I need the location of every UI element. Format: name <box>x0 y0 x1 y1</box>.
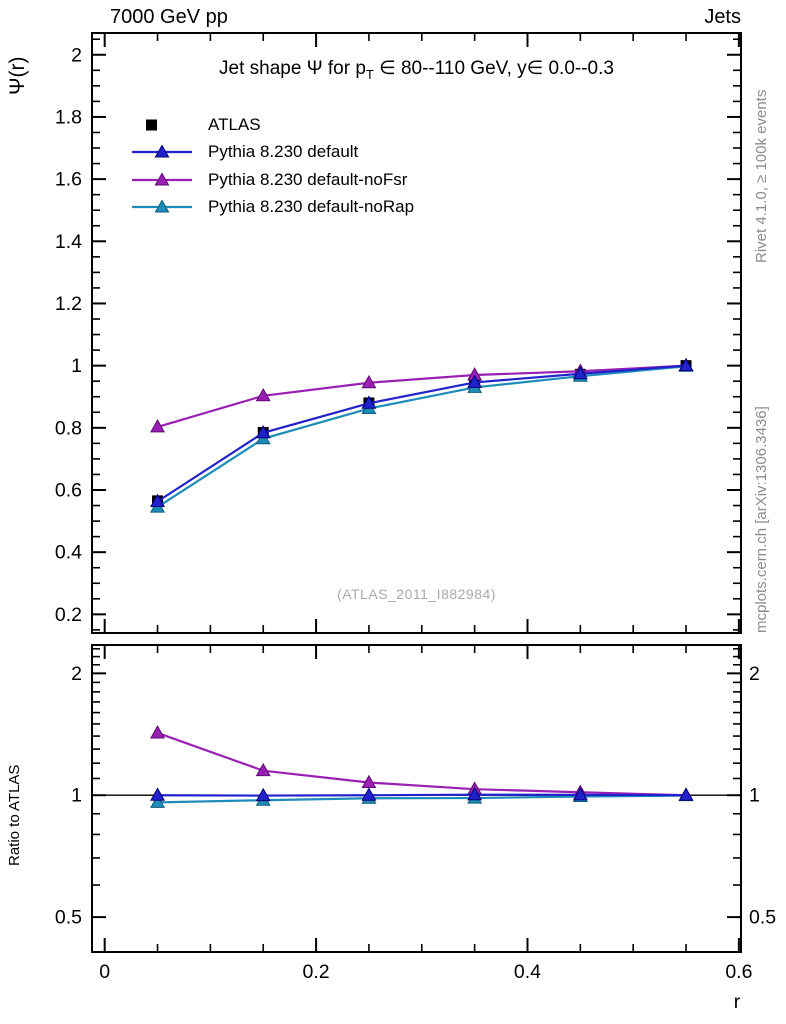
series-1-top-marker <box>467 374 483 388</box>
y-tick-label: 1.4 <box>55 231 82 253</box>
x-tick-label: 0.2 <box>303 961 330 983</box>
series-1-top-line <box>156 364 687 503</box>
series-2-top-line <box>157 364 687 428</box>
series-2-ratio-marker <box>255 762 271 777</box>
ratio-tick-label-right: 1 <box>749 785 760 807</box>
ratio-tick-label-left: 2 <box>71 663 82 685</box>
legend-marker <box>146 119 157 131</box>
plot-title: Jet shape Ψ for pT ∈ 80--110 GeV, y∈ 0.0… <box>92 57 741 82</box>
series-1-ratio-marker <box>678 787 694 801</box>
legend-line-marker <box>132 199 192 213</box>
legend-square-marker <box>146 119 157 131</box>
x-axis-label: r <box>734 991 741 1013</box>
series-2-ratio-line <box>157 731 687 797</box>
mcplots-reference-label: mcplots.cern.ch [arXiv:1306.3436] <box>753 406 770 633</box>
series-1-ratio-marker <box>150 787 165 801</box>
series-1-ratio-marker <box>572 787 588 801</box>
analysis-group-label: Jets <box>704 6 741 28</box>
series-1-top-marker <box>678 357 694 372</box>
y-tick-label: 0.2 <box>55 604 82 626</box>
legend-marker <box>154 199 170 213</box>
y-tick-label: 1.8 <box>55 106 82 128</box>
series-2-top-marker <box>255 387 271 402</box>
y-tick-label: 1.2 <box>55 293 82 315</box>
series-1-ratio-marker <box>361 787 377 801</box>
y-tick-label: 1 <box>71 355 82 377</box>
series-1-ratio-marker <box>467 786 483 801</box>
y-tick-label: 0.4 <box>55 542 82 564</box>
series-2-ratio-marker <box>150 725 165 739</box>
series-1-ratio-line <box>157 793 687 797</box>
ratio-tick-label-left: 1 <box>71 785 82 807</box>
legend-label: Pythia 8.230 default-noRap <box>208 197 415 217</box>
series-3-ratio-line <box>157 794 687 804</box>
y-axis-label-top: Ψ(r) <box>6 56 29 95</box>
series-1-top-marker <box>150 493 165 507</box>
rivet-version-label: Rivet 4.1.0, ≥ 100k events <box>753 89 770 263</box>
plot-title-pre: Jet shape Ψ for p <box>219 58 366 79</box>
x-tick-label: 0 <box>99 961 110 983</box>
x-tick-label: 0.4 <box>514 961 541 983</box>
legend-marker <box>154 144 170 158</box>
top-panel-frame <box>91 32 742 634</box>
ratio-tick-label-right: 0.5 <box>749 907 776 929</box>
y-tick-label: 0.8 <box>55 417 82 439</box>
series-2-top-marker <box>361 374 377 389</box>
y-axis-label-ratio: Ratio to ATLAS <box>6 764 23 866</box>
y-tick-label: 0.6 <box>55 479 82 501</box>
y-tick-label: 1.6 <box>55 169 82 191</box>
series-3-top-line <box>156 365 687 509</box>
series-1-top-marker <box>572 365 588 380</box>
analysis-id-watermark: (ATLAS_2011_I882984) <box>337 586 496 602</box>
legend-line-marker <box>132 172 192 186</box>
plot-title-sub: T <box>365 66 374 82</box>
series-3-ratio-marker <box>150 794 165 808</box>
series-2-top-marker <box>150 419 165 433</box>
x-tick-label: 0.6 <box>725 961 752 983</box>
series-1-top-marker <box>255 424 271 439</box>
ratio-tick-label-right: 2 <box>749 663 760 685</box>
legend-item: Pythia 8.230 default-noRap <box>130 194 414 222</box>
legend-label: Pythia 8.230 default-noFsr <box>208 169 408 189</box>
legend-item: Pythia 8.230 default-noFsr <box>130 166 414 194</box>
legend: ATLAS Pythia 8.230 default Pythia 8.230 de… <box>130 111 414 221</box>
series-1-ratio-marker <box>255 787 271 802</box>
legend-item: Pythia 8.230 default <box>130 139 414 167</box>
legend-marker <box>154 172 170 186</box>
y-tick-label: 2 <box>71 44 82 66</box>
plot-title-post: ∈ 80--110 GeV, y∈ 0.0--0.3 <box>373 58 614 79</box>
beam-energy-label: 7000 GeV pp <box>110 6 228 28</box>
series-1-top-marker <box>361 395 377 409</box>
legend-item: ATLAS <box>130 111 414 139</box>
legend-label: Pythia 8.230 default <box>208 142 359 162</box>
legend-line-marker <box>132 144 192 158</box>
legend-label: ATLAS <box>208 114 261 134</box>
ratio-panel-frame <box>91 644 742 953</box>
ratio-tick-label-left: 0.5 <box>55 907 82 929</box>
